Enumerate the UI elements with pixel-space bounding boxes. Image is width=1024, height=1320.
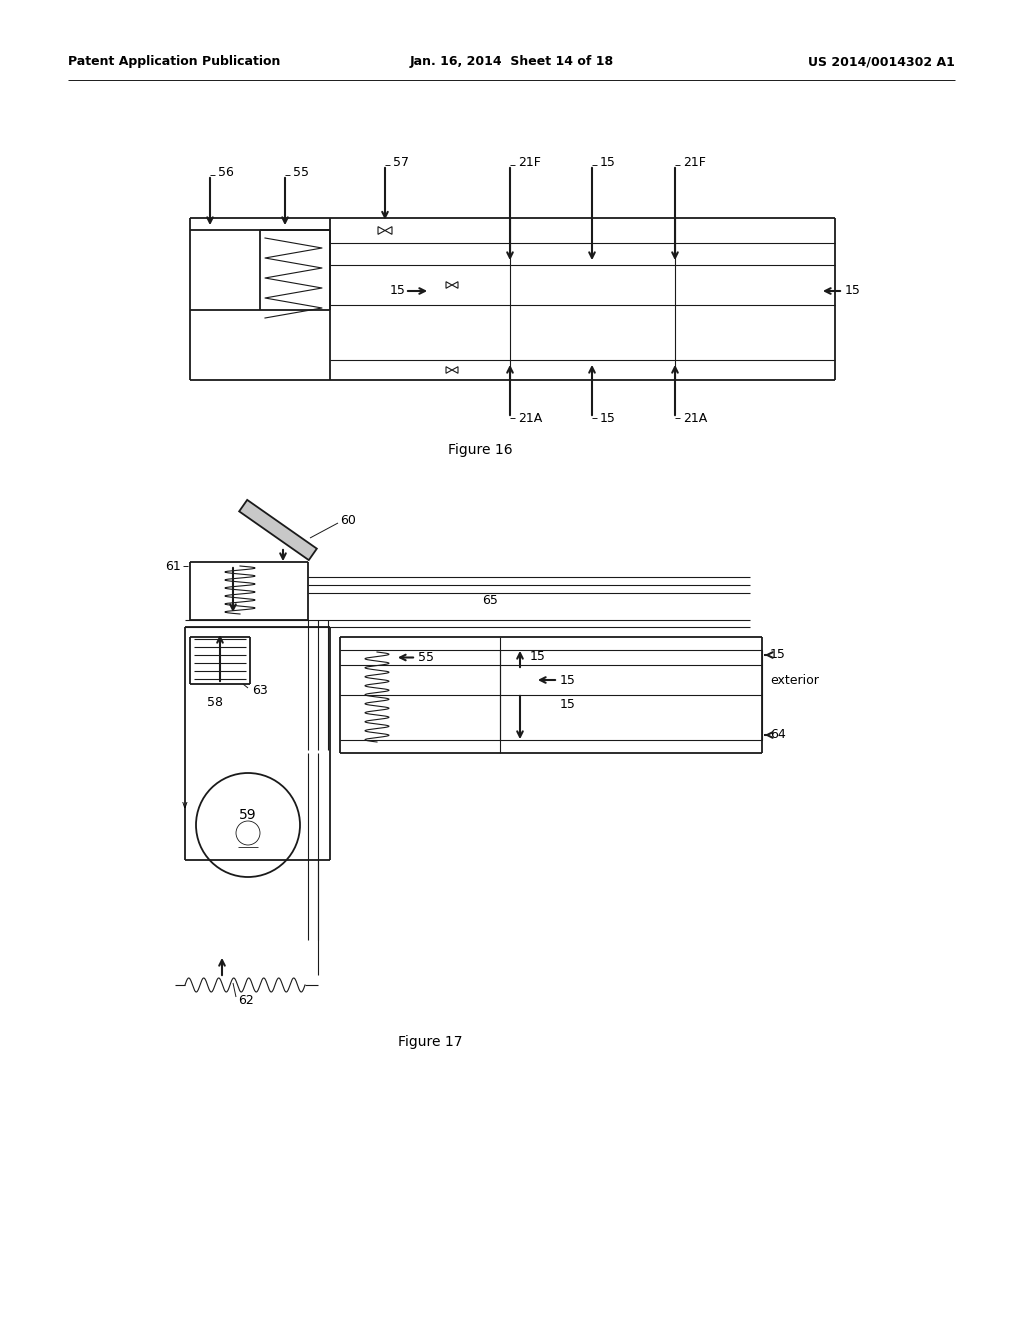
Text: 62: 62 (238, 994, 254, 1006)
Text: 56: 56 (218, 165, 233, 178)
Text: 15: 15 (390, 285, 406, 297)
Text: 21F: 21F (518, 156, 541, 169)
Text: Jan. 16, 2014  Sheet 14 of 18: Jan. 16, 2014 Sheet 14 of 18 (410, 55, 614, 69)
Polygon shape (240, 500, 316, 560)
Text: 63: 63 (252, 685, 267, 697)
Text: exterior: exterior (770, 673, 819, 686)
Text: v: v (182, 800, 187, 810)
Text: 57: 57 (393, 156, 409, 169)
Text: 15: 15 (600, 412, 615, 425)
Text: 15: 15 (600, 156, 615, 169)
Text: Patent Application Publication: Patent Application Publication (68, 55, 281, 69)
Text: 58: 58 (207, 697, 223, 710)
Text: 15: 15 (845, 285, 861, 297)
Text: 21A: 21A (683, 412, 708, 425)
Text: 15: 15 (530, 651, 546, 664)
Text: 59: 59 (240, 808, 257, 822)
Text: 64: 64 (770, 729, 785, 742)
Text: 61: 61 (165, 560, 181, 573)
Text: 60: 60 (340, 513, 356, 527)
Text: Figure 17: Figure 17 (397, 1035, 462, 1049)
Text: 55: 55 (418, 651, 434, 664)
Text: 15: 15 (560, 673, 575, 686)
Text: 21F: 21F (683, 156, 706, 169)
Text: 65: 65 (482, 594, 498, 606)
Text: 15: 15 (560, 698, 575, 711)
Text: 55: 55 (293, 165, 309, 178)
Text: US 2014/0014302 A1: US 2014/0014302 A1 (808, 55, 955, 69)
Text: 21A: 21A (518, 412, 543, 425)
Text: Figure 16: Figure 16 (447, 444, 512, 457)
Text: 15: 15 (770, 648, 785, 661)
